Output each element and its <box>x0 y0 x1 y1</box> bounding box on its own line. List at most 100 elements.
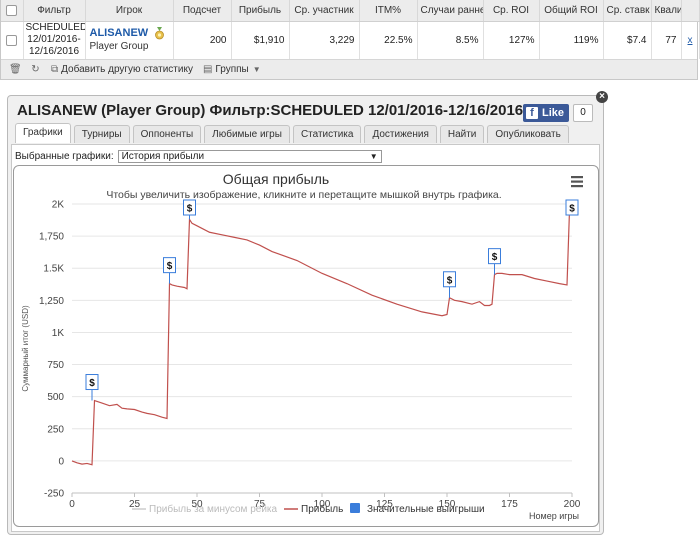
row-checkbox[interactable] <box>6 34 18 46</box>
big-win-marker: $ <box>85 374 99 401</box>
filter-date-start: 12/01/2016- <box>27 34 81 46</box>
marker-flag <box>85 374 99 391</box>
select-all-checkbox[interactable] <box>6 4 18 16</box>
big-win-marker: $ <box>443 271 456 298</box>
panel-title: ALISANEW (Player Group) Фильтр:SCHEDULED… <box>17 102 524 119</box>
row-qualifier: 77 <box>651 21 682 59</box>
header-profit[interactable]: Прибыль <box>231 0 290 22</box>
remove-row-button[interactable]: x <box>681 21 700 59</box>
groups-dropdown[interactable]: ▤ Группы ▼ <box>203 64 261 75</box>
chart-grid <box>72 203 572 462</box>
big-win-marker: $ <box>565 199 579 216</box>
header-player[interactable]: Игрок <box>85 0 174 22</box>
chart-subtitle: Чтобы увеличить изображение, кликните и … <box>106 189 501 201</box>
refresh-icon[interactable]: ↻ <box>31 64 40 75</box>
add-stat-label: Добавить другую статистику <box>61 64 193 75</box>
marker-flag <box>488 248 501 265</box>
marker-flag <box>443 271 456 288</box>
tab-tournaments[interactable]: Турниры <box>73 125 130 143</box>
filter-name: SCHEDULED <box>25 22 85 34</box>
header-avg-roi[interactable]: Ср. ROI <box>483 0 540 22</box>
big-win-marker: $ <box>183 199 196 220</box>
tab-achievements[interactable]: Достижения <box>364 125 437 143</box>
medal-icon <box>154 26 164 39</box>
row-avg-entrants: 3,229 <box>289 21 360 59</box>
facebook-icon: f <box>525 107 538 119</box>
profit-chart[interactable]: Общая прибыль Чтобы увеличить изображени… <box>14 166 598 526</box>
x-tick-label: 200 <box>564 499 581 510</box>
tab-statistics[interactable]: Статистика <box>292 125 362 143</box>
y-tick-label: 1.5K <box>43 264 64 275</box>
row-count: 200 <box>173 21 232 59</box>
tab-opponents[interactable]: Оппоненты <box>132 125 202 143</box>
stats-header-row: Фильтр Игрок Подсчет Прибыль Ср. участни… <box>1 0 700 22</box>
table-row: SCHEDULED 12/01/2016- 12/16/2016 ALISANE… <box>1 21 700 59</box>
report-panel: × ALISANEW (Player Group) Фильтр:SCHEDUL… <box>7 91 608 535</box>
legend-label: Значительные выигрыши <box>367 504 485 515</box>
legend-item: Прибыль за минусом рейка <box>132 503 278 515</box>
x-tick-label: 0 <box>69 499 75 510</box>
player-group: Player Group <box>89 41 149 53</box>
big-wins-markers: $ $ $ $ $ $ <box>85 199 579 401</box>
legend-label: Прибыль <box>301 503 343 515</box>
y-tick-label: 2K <box>52 200 65 211</box>
tab-charts[interactable]: Графики <box>15 123 71 143</box>
chart-selector-label: Выбранные графики: <box>15 151 114 162</box>
stats-table: Фильтр Игрок Подсчет Прибыль Ср. участни… <box>1 0 700 59</box>
row-avg-roi: 127% <box>483 21 540 59</box>
header-qualifier[interactable]: Квалифи <box>651 0 682 22</box>
header-count[interactable]: Подсчет <box>173 0 232 22</box>
row-avg-stake: $7.4 <box>603 21 652 59</box>
panel-tabs: Графики Турниры Оппоненты Любимые игры С… <box>15 123 572 143</box>
header-itm[interactable]: ITM% <box>359 0 418 22</box>
row-player: ALISANEW Player Group <box>85 21 174 59</box>
player-name-link[interactable]: ALISANEW <box>89 27 149 40</box>
chart-menu-icon[interactable] <box>571 176 583 188</box>
chart-title: Общая прибыль <box>223 171 329 187</box>
facebook-like-count: 0 <box>573 104 593 122</box>
charts-tab-content: Выбранные графики: История прибыли ▼ Общ… <box>11 144 600 532</box>
y-tick-label: 1K <box>52 328 65 339</box>
row-total-roi: 119% <box>539 21 604 59</box>
marker-label: $ <box>447 275 453 286</box>
header-early[interactable]: Случаи ранне <box>417 0 484 22</box>
x-tick-label: 100 <box>314 499 331 510</box>
tab-favorite-games[interactable]: Любимые игры <box>204 125 290 143</box>
stats-toolbar: 🗑 ↻ ⧉ Добавить другую статистику ▤ Групп… <box>1 59 697 79</box>
filter-date-end: 12/16/2016 <box>28 46 80 58</box>
add-stat-button[interactable]: ⧉ Добавить другую статистику <box>51 64 193 75</box>
tab-search[interactable]: Найти <box>439 125 485 143</box>
trash-icon[interactable]: 🗑 <box>9 64 22 75</box>
x-axis-label: Номер игры <box>529 511 579 521</box>
big-win-marker: $ <box>163 257 176 284</box>
marker-label: $ <box>569 204 575 215</box>
x-tick-label: 150 <box>439 499 456 510</box>
chart-selector-row: Выбранные графики: История прибыли ▼ <box>15 150 382 163</box>
x-axis-ticks: 0 25 50 75 100 125 150 175 200 <box>69 493 581 510</box>
marker-label: $ <box>167 261 173 272</box>
select-all-checkbox-cell[interactable] <box>1 0 24 22</box>
header-filter[interactable]: Фильтр <box>23 0 86 22</box>
chart-selector-dropdown[interactable]: История прибыли ▼ <box>117 150 382 163</box>
tab-publish[interactable]: Опубликовать <box>487 125 569 143</box>
facebook-like-label: Like <box>541 107 564 119</box>
row-itm: 22.5% <box>359 21 418 59</box>
close-icon[interactable]: × <box>596 91 608 103</box>
x-tick-label: 50 <box>191 499 203 510</box>
row-early: 8.5% <box>417 21 484 59</box>
header-avg-stake[interactable]: Ср. ставк <box>603 0 652 22</box>
chart-selector-value: История прибыли <box>121 151 205 162</box>
header-total-roi[interactable]: Общий ROI <box>539 0 604 22</box>
add-stat-icon: ⧉ <box>51 64 59 75</box>
stats-table-panel: Фильтр Игрок Подсчет Прибыль Ср. участни… <box>0 0 700 80</box>
x-tick-label: 125 <box>376 499 393 510</box>
legend-label: Прибыль за минусом рейка <box>149 503 278 515</box>
header-avg-entrants[interactable]: Ср. участник <box>289 0 360 22</box>
row-profit: $1,910 <box>231 21 290 59</box>
row-checkbox-cell[interactable] <box>1 21 24 59</box>
marker-label: $ <box>187 204 193 215</box>
facebook-like-button[interactable]: f Like <box>522 104 569 122</box>
chart-legend: Прибыль за минусом рейка Прибыль Значитель… <box>132 503 485 515</box>
marker-flag <box>163 257 176 274</box>
y-tick-label: 1,750 <box>39 232 64 243</box>
